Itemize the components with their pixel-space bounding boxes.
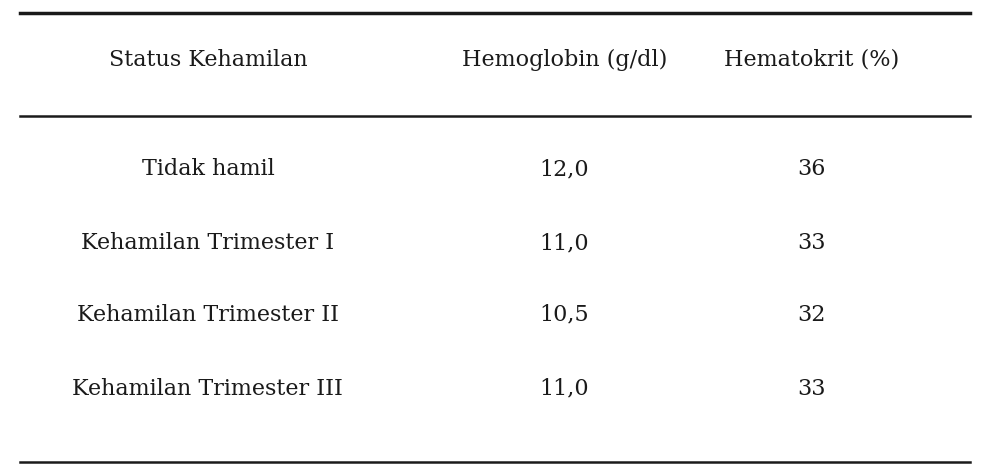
Text: Tidak hamil: Tidak hamil [142, 158, 274, 180]
Text: 11,0: 11,0 [540, 377, 589, 399]
Text: 10,5: 10,5 [540, 303, 589, 325]
Text: 33: 33 [798, 377, 826, 399]
Text: Kehamilan Trimester III: Kehamilan Trimester III [72, 377, 344, 399]
Text: 32: 32 [798, 303, 826, 325]
Text: 11,0: 11,0 [540, 232, 589, 254]
Text: 12,0: 12,0 [540, 158, 589, 180]
Text: Kehamilan Trimester II: Kehamilan Trimester II [77, 303, 339, 325]
Text: 36: 36 [798, 158, 826, 180]
Text: Hemoglobin (g/dl): Hemoglobin (g/dl) [461, 49, 667, 70]
Text: Status Kehamilan: Status Kehamilan [109, 49, 307, 70]
Text: Kehamilan Trimester I: Kehamilan Trimester I [81, 232, 335, 254]
Text: Hematokrit (%): Hematokrit (%) [724, 49, 900, 70]
Text: 33: 33 [798, 232, 826, 254]
